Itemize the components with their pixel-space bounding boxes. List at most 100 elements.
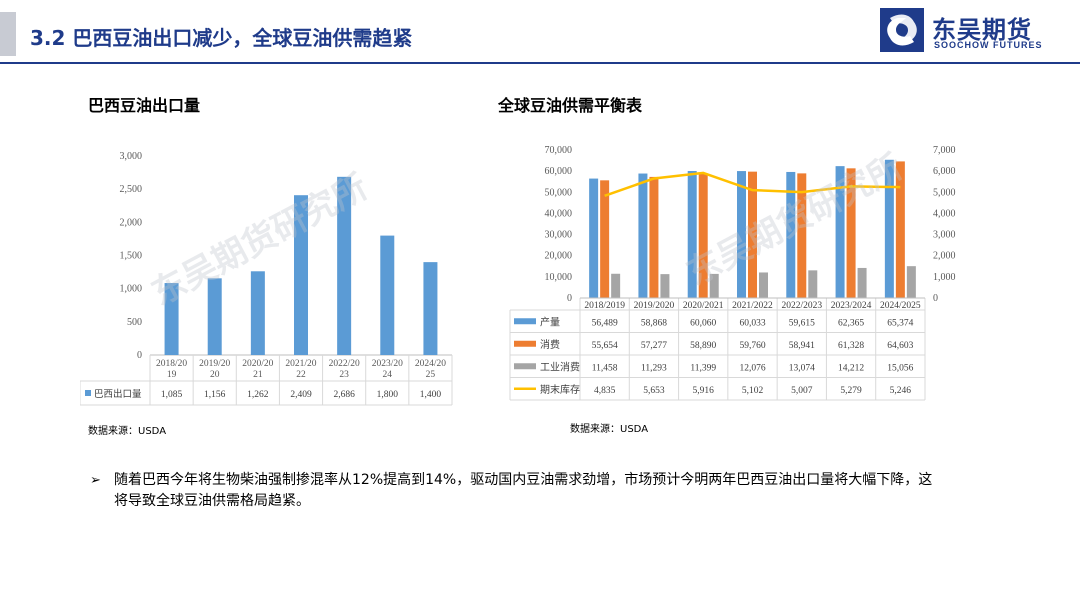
y2-tick-label: 7,000	[933, 145, 956, 156]
bar-consumption	[797, 173, 807, 298]
x-tick-label: 19	[167, 370, 177, 380]
data-label: 1,085	[161, 390, 183, 400]
title-accent	[0, 12, 16, 56]
data-label: 4,835	[594, 386, 616, 396]
data-label: 56,489	[592, 318, 618, 328]
y-tick-label: 500	[127, 317, 142, 328]
x-tick-label: 20	[210, 370, 220, 380]
y-tick-label: 50,000	[545, 187, 573, 198]
legend-swatch-export	[85, 390, 91, 396]
data-label: 14,212	[838, 363, 864, 373]
bar-production	[638, 173, 648, 298]
bar-consumption	[895, 161, 905, 298]
data-label: 1,400	[420, 390, 442, 400]
bar-consumption	[600, 180, 610, 298]
bar-export	[207, 278, 222, 355]
x-tick-label: 2018/20	[156, 359, 187, 369]
y-tick-label: 70,000	[545, 145, 573, 156]
bar-industrial	[611, 273, 621, 298]
bar-production	[884, 159, 894, 298]
data-label: 5,007	[791, 386, 813, 396]
bar-production	[589, 178, 599, 298]
data-label: 5,246	[890, 386, 912, 396]
x-tick-label: 2019/20	[199, 359, 230, 369]
legend-swatch-consumption	[514, 340, 536, 347]
bar-production	[835, 166, 845, 298]
y-tick-label: 0	[137, 350, 142, 361]
title-rule	[0, 62, 1080, 64]
data-label: 13,074	[789, 363, 815, 373]
data-label: 5,916	[693, 386, 715, 396]
bar-export	[380, 235, 395, 355]
data-label: 59,760	[739, 341, 765, 351]
bar-production	[737, 171, 746, 298]
data-label: 58,941	[789, 341, 815, 351]
bar-consumption	[649, 176, 659, 298]
soochow-logo-icon	[880, 8, 924, 52]
y2-tick-label: 5,000	[933, 187, 956, 198]
bar-industrial	[906, 266, 916, 298]
y-tick-label: 3,000	[120, 151, 143, 162]
chart1-source: 数据来源：USDA	[88, 426, 167, 437]
data-label: 60,060	[690, 318, 716, 328]
line-ending-stocks	[604, 171, 901, 197]
bar-industrial	[857, 267, 867, 298]
x-tick-label: 2021/2022	[732, 301, 773, 311]
company-logo: 东吴期货 SOOCHOW FUTURES	[880, 8, 1070, 52]
data-label: 2,686	[333, 390, 355, 400]
y-tick-label: 1,000	[120, 284, 143, 295]
x-tick-label: 2021/20	[285, 359, 316, 369]
bar-consumption	[748, 171, 757, 298]
legend-swatch-production	[514, 318, 536, 325]
page-title: 3.2 巴西豆油出口减少，全球豆油供需趋紧	[30, 26, 413, 50]
brazil-export-chart: 0 500 1,000 1,500 2,000 2,500 3,000 2018/2019 20…	[80, 151, 453, 406]
data-label: 65,374	[887, 318, 913, 328]
bullet-arrow-icon: ➢	[90, 473, 101, 488]
x-tick-label: 2024/2025	[880, 301, 921, 311]
logo-text-cn: 东吴期货	[932, 16, 1032, 44]
x-tick-label: 2024/20	[415, 359, 446, 369]
x-tick-label: 2023/2024	[831, 301, 872, 311]
title-bar: 3.2 巴西豆油出口减少，全球豆油供需趋紧	[0, 0, 1080, 64]
x-tick-label: 2019/2020	[634, 301, 675, 311]
x-tick-label: 2020/20	[242, 359, 273, 369]
data-label: 11,399	[690, 363, 716, 373]
legend-label: 工业消费	[540, 360, 580, 373]
x-tick-label: 25	[426, 370, 436, 380]
bar-consumption	[698, 173, 708, 298]
y-tick-label: 10,000	[545, 272, 573, 283]
x-tick-label: 2022/20	[329, 359, 360, 369]
y-tick-label: 2,000	[120, 217, 143, 228]
data-label: 11,293	[641, 363, 667, 373]
y-tick-label: 60,000	[545, 166, 573, 177]
bar-production	[786, 171, 796, 298]
x-tick-label: 2022/2023	[781, 301, 822, 311]
bar-industrial	[759, 272, 768, 298]
y-tick-label: 1,500	[120, 251, 143, 262]
summary-text: 随着巴西今年将生物柴油强制掺混率从12%提高到14%，驱动国内豆油需求劲增，市场…	[114, 472, 933, 509]
y-tick-label: 40,000	[545, 208, 573, 219]
data-label: 15,056	[887, 363, 913, 373]
data-label: 5,102	[742, 386, 764, 396]
bar-export	[294, 195, 308, 355]
data-label: 2,409	[290, 390, 312, 400]
x-tick-label: 2020/2021	[683, 301, 724, 311]
data-label: 1,156	[204, 390, 226, 400]
bar-industrial	[808, 270, 818, 298]
data-label: 5,653	[643, 386, 665, 396]
data-label: 64,603	[887, 341, 913, 351]
legend-label: 产量	[540, 315, 560, 328]
y2-tick-label: 3,000	[933, 230, 956, 241]
x-tick-label: 23	[339, 370, 349, 380]
y-tick-label: 0	[567, 293, 572, 304]
y2-tick-label: 6,000	[933, 166, 956, 177]
x-tick-label: 2018/2019	[584, 301, 625, 311]
y2-tick-label: 2,000	[933, 251, 956, 262]
chart2-title: 全球豆油供需平衡表	[498, 96, 643, 115]
data-label: 57,277	[641, 341, 667, 351]
data-label: 61,328	[838, 341, 864, 351]
bar-production	[687, 171, 697, 298]
x-tick-label: 24	[383, 370, 393, 380]
data-label: 12,076	[739, 363, 765, 373]
bar-industrial	[660, 274, 670, 298]
